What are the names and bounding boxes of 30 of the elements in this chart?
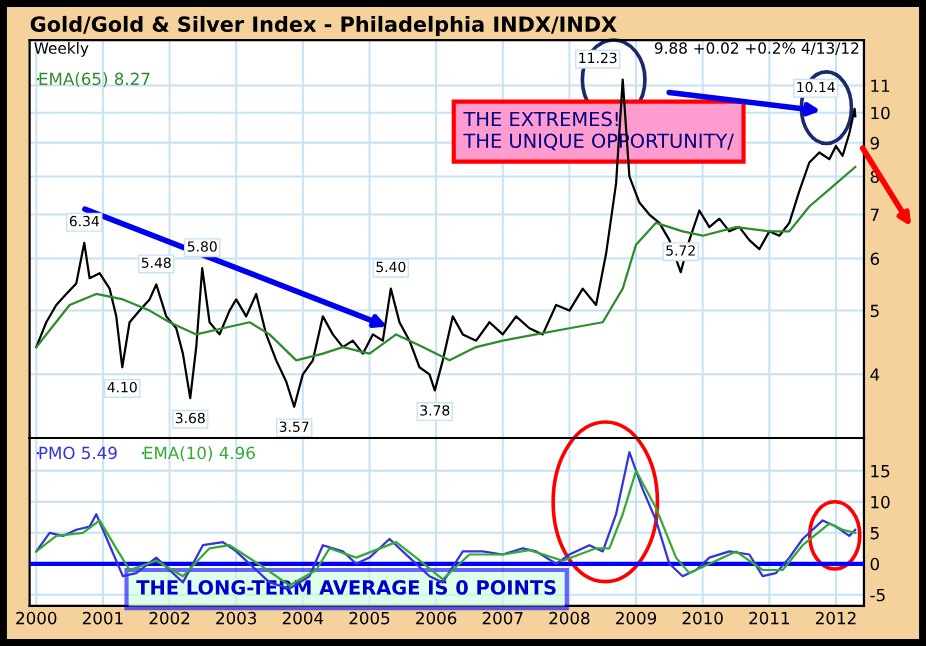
y-tick-label: 7 <box>870 208 879 221</box>
chart-title: Gold/Gold & Silver Index - Philadelphia INDX/INDX <box>30 15 617 37</box>
y-tick-label: 10 <box>871 106 890 120</box>
x-tick-label: 2001 <box>82 611 123 625</box>
y-tick-label: 4 <box>870 368 880 381</box>
y-tick-label: 10 <box>871 495 890 509</box>
legend-label: PMO 5.49 <box>39 446 117 460</box>
x-tick-label: 2007 <box>482 611 523 625</box>
x-tick-label: 2002 <box>149 611 190 625</box>
x-tick-label: 2011 <box>749 611 789 625</box>
line-series <box>35 165 857 362</box>
x-tick-label: 2009 <box>616 611 657 625</box>
y-tick-label: 15 <box>871 465 890 478</box>
x-tick-label: 2008 <box>549 611 590 625</box>
x-tick-label: 2006 <box>416 611 457 625</box>
x-tick-label: 2005 <box>349 611 390 625</box>
x-tick-label: 2012 <box>815 611 856 625</box>
y-tick-label: 5 <box>870 527 879 540</box>
x-tick-label: 2000 <box>16 611 57 625</box>
legend-label: EMA(10) 4.96 <box>144 446 255 462</box>
x-tick-label: 2004 <box>282 611 324 625</box>
y-tick-label: 5 <box>870 304 879 318</box>
x-tick-label: 2010 <box>682 611 723 625</box>
y-tick-label: 9 <box>870 136 879 150</box>
y-tick-label: -5 <box>870 588 885 602</box>
y-tick-label: 11 <box>871 79 890 92</box>
y-tick-label: 0 <box>870 557 880 571</box>
x-tick-label: 2003 <box>216 611 257 625</box>
legend-label: EMA(65) 8.27 <box>39 72 150 88</box>
y-tick-label: 6 <box>870 252 880 266</box>
